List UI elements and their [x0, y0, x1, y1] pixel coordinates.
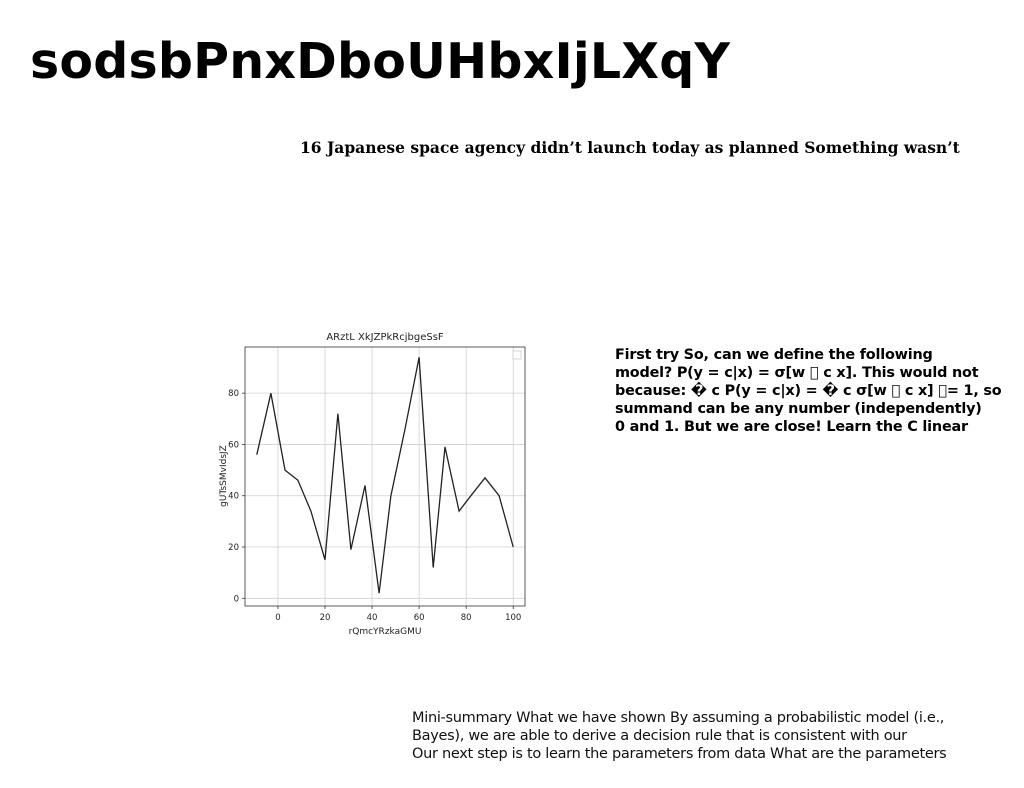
bottom-text-line-1: Mini-summary What we have shown By assum…	[412, 710, 945, 726]
plot-frame	[244, 346, 526, 607]
y-tick-label: 20	[228, 543, 239, 553]
bottom-text-line-2: Bayes), we are able to derive a decision…	[412, 728, 907, 744]
chart-title: ARztL XkJZPkRcjbgeSsF	[326, 332, 444, 343]
page-title: sodsbPnxDboUHbxIjLXqY	[30, 33, 731, 90]
y-tick-label: 60	[228, 440, 239, 450]
y-tick-label: 80	[228, 389, 239, 399]
right-text-line-5: 0 and 1. But we are close! Learn the C l…	[615, 419, 968, 435]
y-tick-label: 40	[228, 492, 239, 502]
right-text-line-3: because: � c P(y = c|x) = � c σ[w ⃨ c x]…	[615, 383, 1002, 399]
x-axis-label: rQmcYRzkaGMU	[349, 627, 422, 637]
x-tick-label: 40	[367, 613, 378, 623]
right-text-line-2: model? P(y = c|x) = σ[w ⃨ c x]. This wou…	[615, 365, 979, 381]
y-axis-label: gUTsSMvIdsJZ	[219, 445, 229, 507]
line-chart: ARztL XkJZPkRcjbgeSsF 0 20 40 60 80 100 0 20 40 6…	[212, 326, 534, 642]
x-tick-label: 20	[320, 613, 331, 623]
right-text-line-4: summand can be any number (independently…	[615, 401, 982, 417]
x-tick-label: 100	[505, 613, 521, 623]
bottom-text-line-3: Our next step is to learn the parameters…	[412, 746, 947, 762]
right-text-line-1: First try So, can we define the followin…	[615, 347, 933, 363]
subtitle: 16 Japanese space agency didn’t launch t…	[300, 138, 960, 157]
series-line	[256, 357, 514, 594]
bottom-text-block: Mini-summary What we have shown By assum…	[412, 709, 1012, 763]
x-tick-label: 80	[461, 613, 472, 623]
x-tick-label: 0	[275, 613, 280, 623]
y-tick-label: 0	[234, 594, 239, 604]
legend-box	[512, 350, 522, 360]
chart-grid	[245, 347, 525, 606]
chart-ticks: 0 20 40 60 80 100 0 20 40 60 80	[228, 389, 521, 623]
line-chart-svg: ARztL XkJZPkRcjbgeSsF 0 20 40 60 80 100 0 20 40 6…	[219, 332, 526, 637]
right-text-block: First try So, can we define the followin…	[615, 346, 1015, 436]
x-tick-label: 60	[414, 613, 425, 623]
